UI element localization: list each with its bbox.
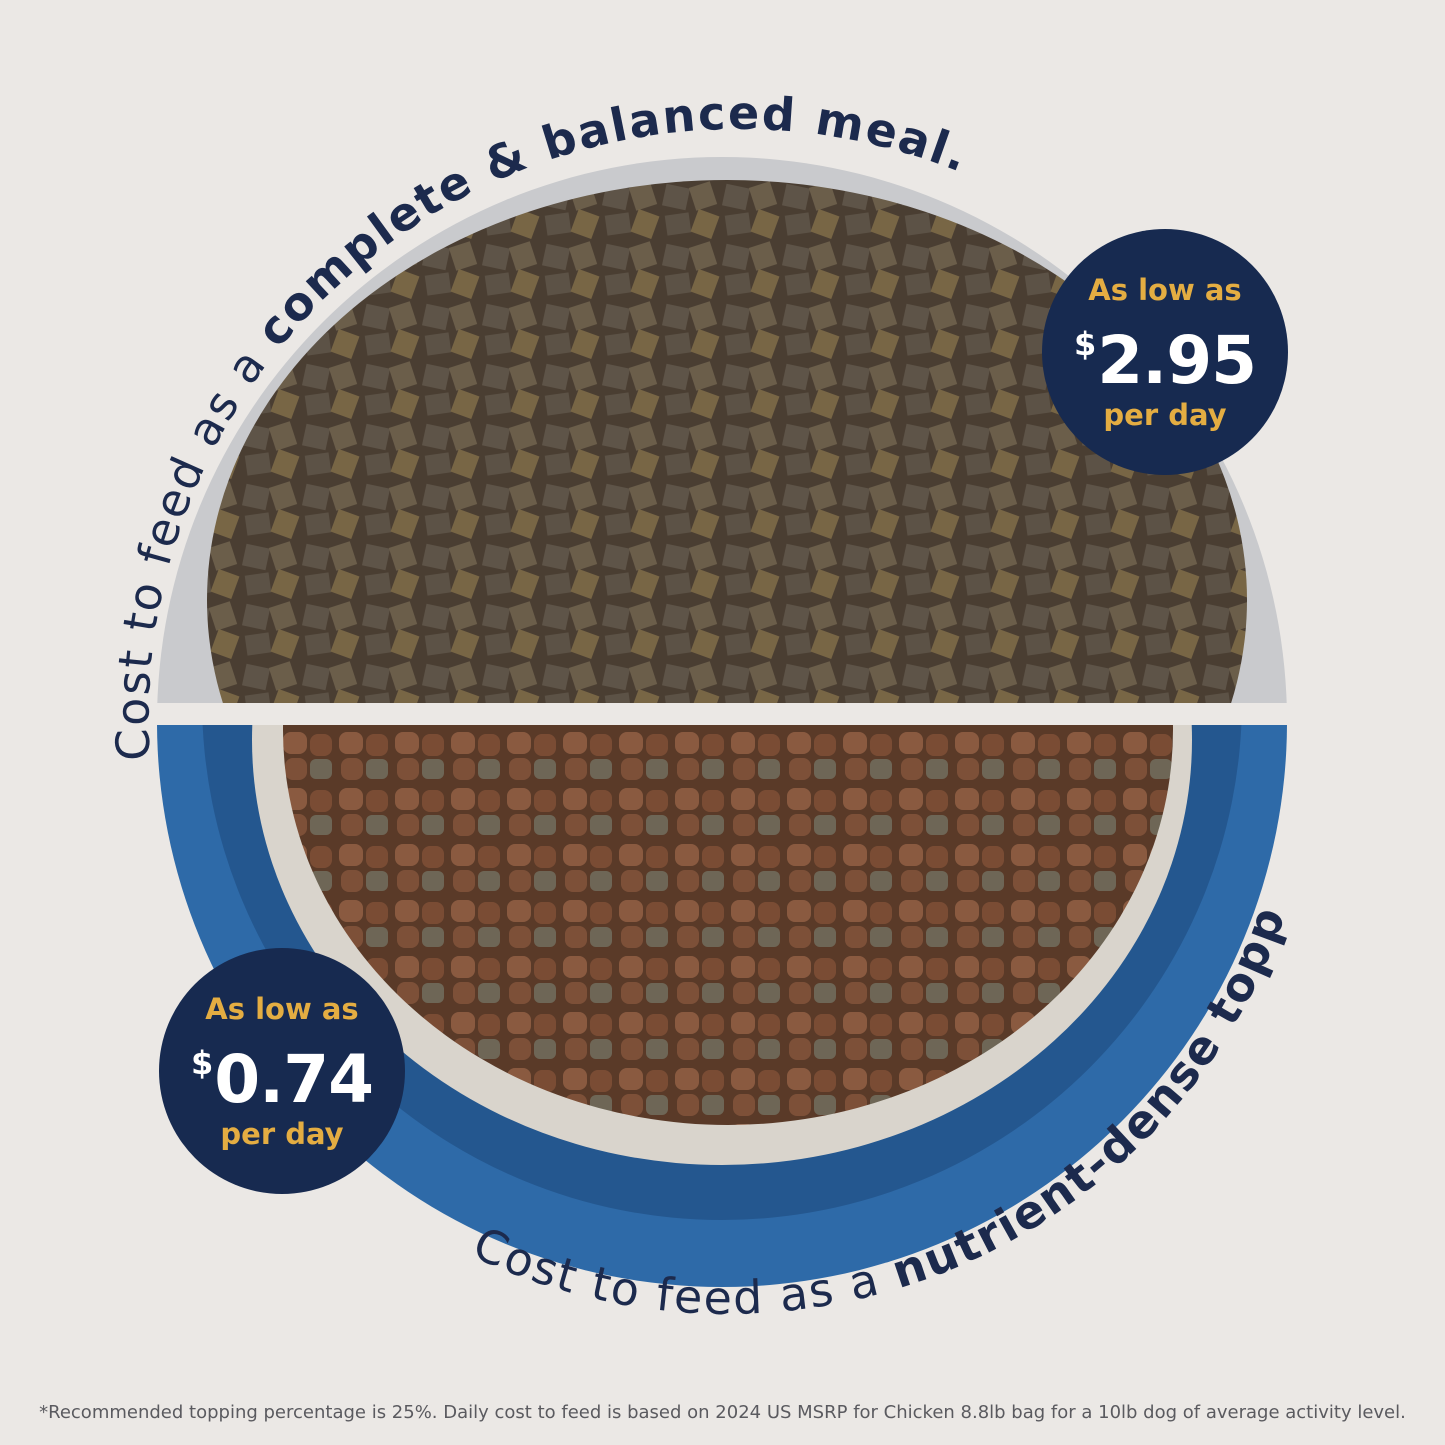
badge-label: As low as xyxy=(205,991,359,1026)
badge-price: $2.95 xyxy=(1073,321,1257,399)
topper-price-badge: As low as $0.74 per day xyxy=(159,948,405,1194)
meal-price-badge: As low as $2.95 per day xyxy=(1042,229,1288,475)
badge-price: $0.74 xyxy=(190,1040,374,1118)
footnote: *Recommended topping percentage is 25%. … xyxy=(39,1402,1406,1423)
badge-label: As low as xyxy=(1088,272,1242,307)
meal-bowl xyxy=(157,157,1287,703)
topper-bowl xyxy=(157,725,1287,1287)
badge-unit: per day xyxy=(1103,397,1227,432)
badge-unit: per day xyxy=(220,1116,344,1151)
